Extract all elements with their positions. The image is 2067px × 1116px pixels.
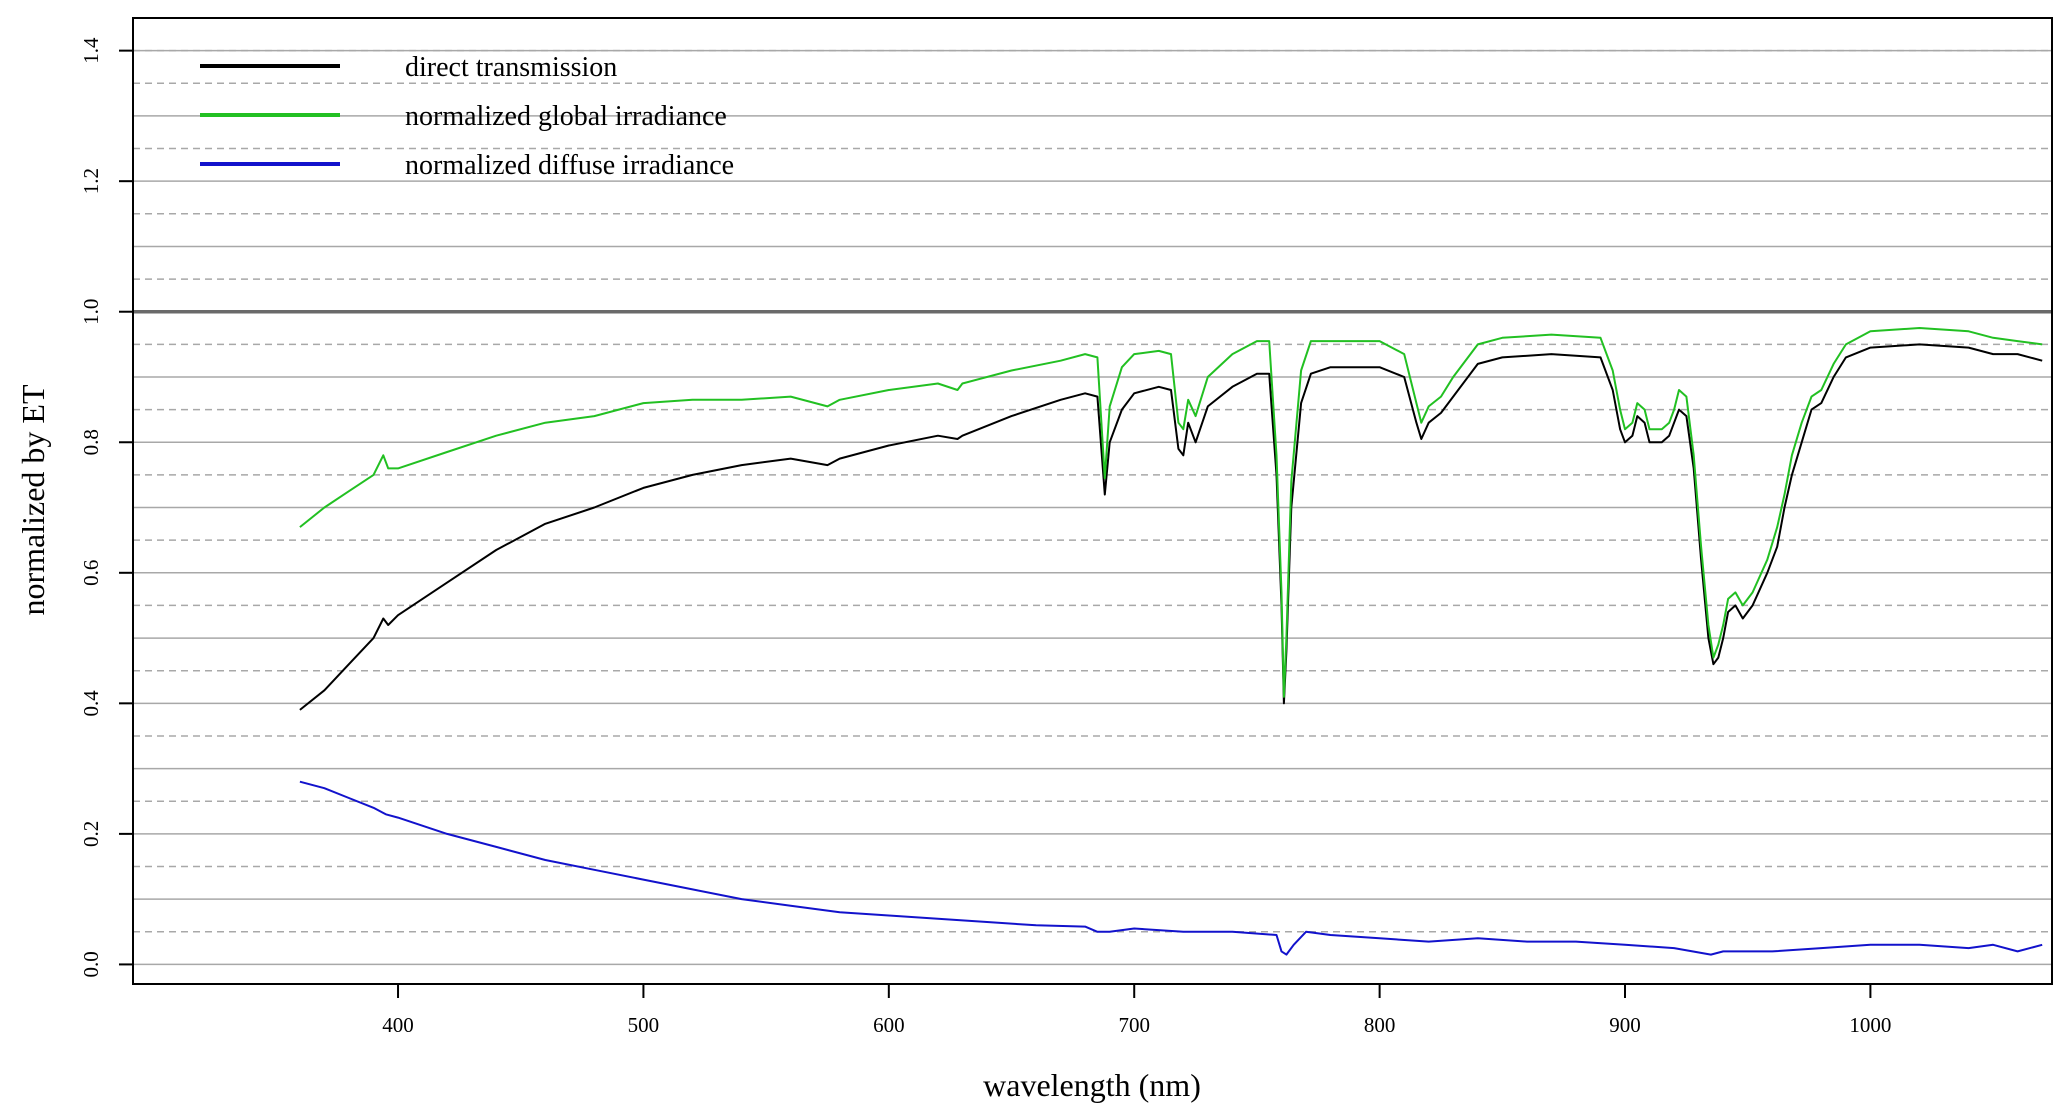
y-tick-label: 1.4 [79,37,103,64]
y-axis-title: normalized by ET [15,384,51,615]
legend-label-2: normalized global irradiance [405,101,727,132]
x-tick-label: 700 [1118,1013,1150,1037]
x-tick-label: 1000 [1849,1013,1891,1037]
legend: direct transmission normalized global irr… [200,52,734,181]
y-tick-label: 1.0 [79,299,103,325]
x-tick-label: 600 [873,1013,905,1037]
x-axis-ticks: 400 500 600 700 800 900 1000 [382,984,1891,1037]
grid-lines [133,49,2052,966]
x-tick-label: 400 [382,1013,414,1037]
y-tick-label: 0.2 [79,821,103,847]
series-line-1 [299,343,2043,711]
x-tick-label: 500 [628,1013,660,1037]
x-tick-label: 800 [1364,1013,1396,1037]
legend-label-3: normalized diffuse irradiance [405,150,734,181]
plot-frame [132,17,2053,985]
y-tick-label: 0.8 [79,429,103,455]
y-tick-label: 0.4 [79,690,103,717]
y-tick-label: 0.6 [79,560,103,586]
series-lines [299,327,2043,956]
y-tick-label: 1.2 [79,168,103,194]
x-axis-title: wavelength (nm) [983,1067,1201,1103]
legend-label-1: direct transmission [405,52,617,83]
series-line-3 [299,780,2043,956]
y-axis-ticks: 0.0 0.2 0.4 0.6 0.8 1.0 1.2 1.4 [79,37,133,978]
x-tick-label: 900 [1609,1013,1641,1037]
series-line-2 [299,327,2043,698]
y-tick-label: 0.0 [79,951,103,977]
